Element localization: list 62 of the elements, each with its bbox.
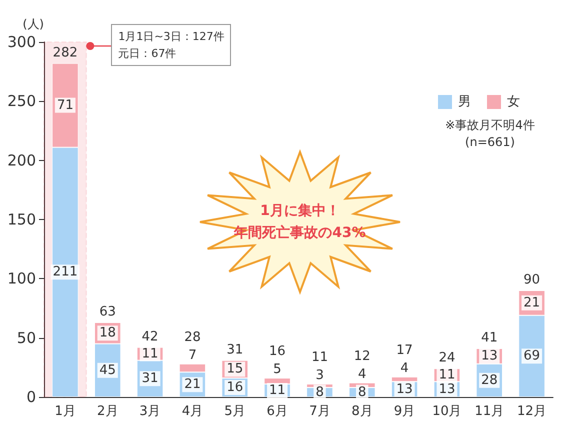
x-tick-label: 8月: [351, 404, 373, 419]
data-label: 21: [184, 377, 201, 392]
y-tick-label: 50: [16, 328, 36, 347]
x-tick-label: 2月: [96, 404, 118, 419]
data-label: 18: [99, 326, 116, 341]
data-label: 4: [400, 360, 409, 376]
data-label: 11: [438, 368, 456, 383]
data-label: 31: [142, 371, 158, 386]
legend-label: 男: [458, 94, 471, 110]
data-label: 4: [358, 366, 366, 382]
y-tick-label: 250: [7, 92, 36, 110]
x-tick-label: 1月: [54, 404, 76, 419]
x-tick-label: 11月: [474, 404, 504, 419]
x-tick-label: 12月: [517, 404, 547, 419]
data-label: 69: [524, 348, 540, 364]
annotation: 元日：67件: [118, 46, 178, 62]
data-label: 13: [396, 382, 413, 397]
data-label: 71: [56, 98, 74, 113]
annotation: 1月に集中！: [260, 203, 340, 219]
total-label: 90: [524, 272, 540, 288]
total-label: 42: [142, 329, 158, 344]
total-label: 28: [184, 330, 201, 345]
data-label: 7: [188, 348, 197, 363]
data-label: 13: [481, 348, 498, 364]
data-label: 8: [316, 384, 324, 400]
legend-label: 女: [507, 94, 520, 110]
data-label: 3: [316, 368, 324, 383]
total-label: 41: [481, 330, 498, 346]
y-tick-label: 100: [7, 270, 36, 288]
data-label: 11: [269, 382, 286, 398]
data-label: 21: [524, 295, 540, 310]
total-label: 282: [52, 45, 78, 60]
x-tick-label: 5月: [224, 404, 246, 419]
x-tick-label: 6月: [266, 404, 288, 419]
y-tick-label: 0: [26, 388, 36, 406]
x-tick-label: 3月: [139, 404, 161, 419]
x-tick-label: 4月: [182, 404, 204, 419]
total-label: 17: [396, 342, 413, 358]
y-tick-label: 150: [7, 210, 36, 228]
total-label: 16: [269, 344, 286, 360]
data-label: 28: [481, 372, 498, 388]
data-label: 45: [99, 362, 116, 378]
data-label: 15: [226, 362, 244, 377]
x-tick-label: 7月: [309, 404, 330, 419]
annotation: ※事故月不明4件 (n=661): [444, 117, 536, 151]
data-label: 211: [52, 264, 78, 280]
data-label: 8: [358, 384, 366, 400]
data-label: 11: [142, 346, 158, 362]
y-tick-label: 300: [7, 33, 36, 51]
x-tick-label: 10月: [432, 404, 462, 419]
total-label: 24: [438, 350, 456, 366]
total-label: 63: [99, 304, 116, 320]
y-axis-title: (人): [22, 17, 44, 31]
annotation: 1月1日~3日：127件: [118, 30, 224, 43]
data-label: 5: [273, 362, 282, 378]
total-label: 11: [311, 350, 328, 365]
data-label: 16: [226, 380, 244, 396]
x-tick-label: 9月: [394, 404, 416, 419]
total-label: 31: [226, 342, 244, 358]
y-tick-label: 200: [7, 151, 36, 170]
data-label: 13: [438, 382, 456, 397]
total-label: 12: [354, 348, 370, 364]
